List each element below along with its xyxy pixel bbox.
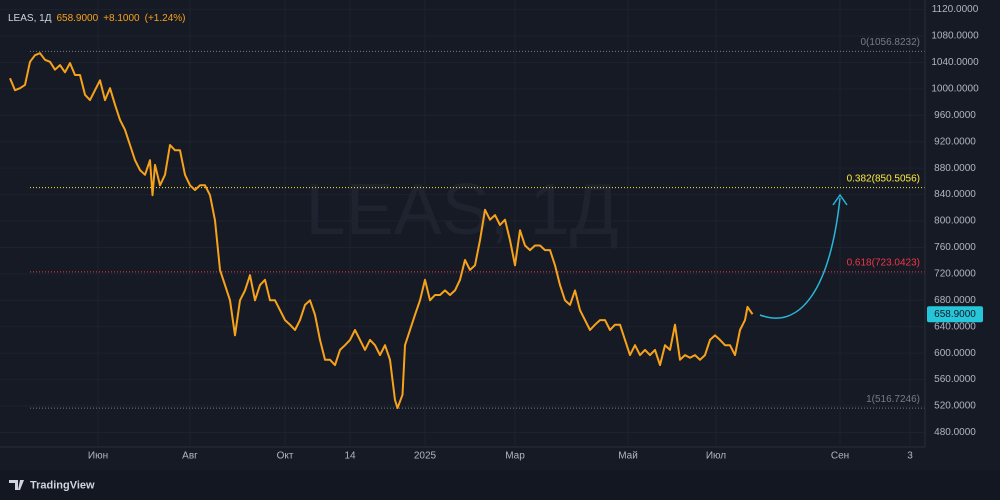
y-tick-label: 680.0000	[934, 295, 976, 306]
footer	[0, 470, 1000, 500]
header: LEAS, 1Д 658.9000 +8.1000 (+1.24%)	[8, 13, 185, 24]
x-tick-label: 3	[907, 451, 913, 462]
x-tick-label: Май	[618, 451, 638, 462]
plot	[9, 50, 925, 409]
y-tick-label: 480.0000	[934, 427, 976, 438]
y-tick-label: 520.0000	[934, 401, 976, 412]
y-tick-label: 1080.0000	[931, 31, 979, 42]
x-tick-label: 14	[344, 451, 356, 462]
last-price-label: 658.9000	[934, 309, 976, 320]
y-tick-label: 560.0000	[934, 374, 976, 385]
x-tick-label: Июл	[706, 451, 726, 462]
fib-label: 0.618(723.0423)	[847, 258, 920, 269]
y-tick-label: 800.0000	[934, 216, 976, 227]
y-tick-label: 600.0000	[934, 348, 976, 359]
change-pct: (+1.24%)	[144, 13, 186, 24]
x-tick-label: 2025	[414, 451, 437, 462]
y-tick-label: 720.0000	[934, 269, 976, 280]
y-tick-label: 920.0000	[934, 136, 976, 147]
grid	[0, 0, 925, 445]
forecast-arrowhead	[832, 193, 848, 206]
forecast-arrow	[759, 197, 841, 319]
price-line	[9, 52, 754, 409]
x-tick-label: Сен	[831, 451, 849, 462]
y-tick-label: 960.0000	[934, 110, 976, 121]
y-tick-label: 1000.0000	[931, 84, 979, 95]
x-tick-label: Окт	[277, 451, 294, 462]
x-tick-label: Июн	[88, 451, 108, 462]
change: +8.1000	[103, 13, 140, 24]
x-tick-label: Мар	[505, 451, 525, 462]
last-price: 658.9000	[56, 13, 99, 24]
y-tick-label: 760.0000	[934, 242, 976, 253]
y-tick-label: 1040.0000	[931, 57, 979, 68]
y-tick-label: 840.0000	[934, 189, 976, 200]
last-price-badge	[927, 306, 983, 323]
fib-label: 0.382(850.5056)	[847, 173, 920, 184]
logo-text: TradingView	[30, 479, 95, 491]
fib-label: 1(516.7246)	[866, 394, 920, 405]
watermark: LEAS, 1Д	[306, 170, 619, 250]
symbol: LEAS, 1Д	[8, 13, 52, 24]
fib-label: 0(1056.8232)	[861, 37, 921, 48]
y-tick-label: 1120.0000	[932, 4, 979, 15]
y-tick-label: 640.0000	[934, 321, 976, 332]
x-tick-label: Авг	[182, 451, 198, 462]
logo-icon	[9, 480, 24, 490]
y-tick-label: 880.0000	[934, 163, 976, 174]
